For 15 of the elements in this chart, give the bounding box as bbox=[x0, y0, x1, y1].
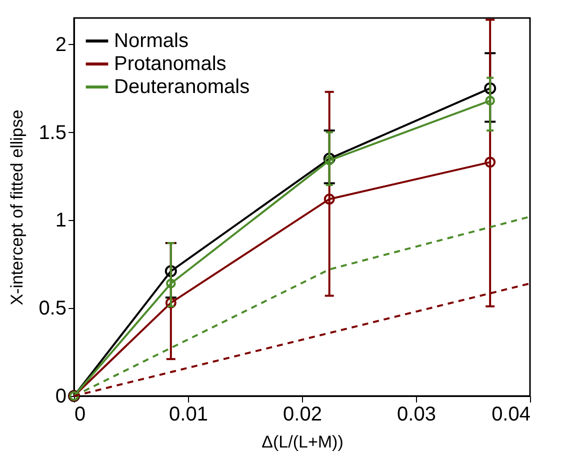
x-tick-label: 0.03 bbox=[397, 404, 436, 426]
y-tick-label: 1.5 bbox=[38, 122, 66, 144]
legend-label: Deuteranomals bbox=[114, 76, 250, 98]
x-tick-label: 0.04 bbox=[492, 404, 530, 426]
legend-label: Normals bbox=[114, 30, 188, 52]
legend-label: Protanomals bbox=[114, 53, 226, 75]
y-tick-label: 1 bbox=[55, 210, 66, 232]
y-axis-title: X-intercept of fitted ellipse bbox=[8, 110, 27, 306]
x-axis-title: Δ(L/(L+M)) bbox=[262, 432, 344, 452]
x-tick-label: 0 bbox=[74, 404, 86, 426]
y-tick-label: 0.5 bbox=[38, 298, 66, 320]
y-tick-label: 0 bbox=[55, 386, 66, 408]
x-tick-label: 0.01 bbox=[169, 404, 208, 426]
y-tick-label: 2 bbox=[55, 34, 66, 56]
x-tick-label: 0.02 bbox=[283, 404, 322, 426]
